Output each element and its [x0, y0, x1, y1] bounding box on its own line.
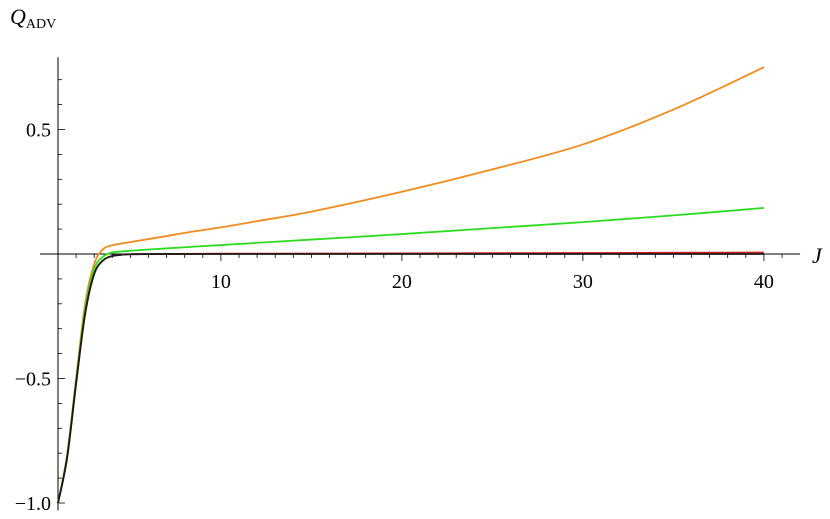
y-axis-label-sub: ADV	[26, 17, 56, 32]
axes: 10 20 30 40 −1.0 −0.5 0.5	[15, 57, 801, 515]
series-line-4	[57, 253, 764, 504]
x-axis-label: J	[812, 243, 823, 268]
y-tick-label: −0.5	[15, 369, 51, 391]
y-axis-label-main: Q	[10, 4, 26, 29]
x-tick-label: 30	[573, 271, 593, 293]
series-layer	[57, 66, 765, 504]
x-tick-label: 40	[754, 271, 774, 293]
y-axis-label: QADV	[10, 4, 56, 32]
y-tick-label: −1.0	[15, 493, 51, 515]
x-tick-label: 10	[211, 271, 231, 293]
y-tick-label: 0.5	[26, 120, 51, 142]
x-tick-label: 20	[392, 271, 412, 293]
